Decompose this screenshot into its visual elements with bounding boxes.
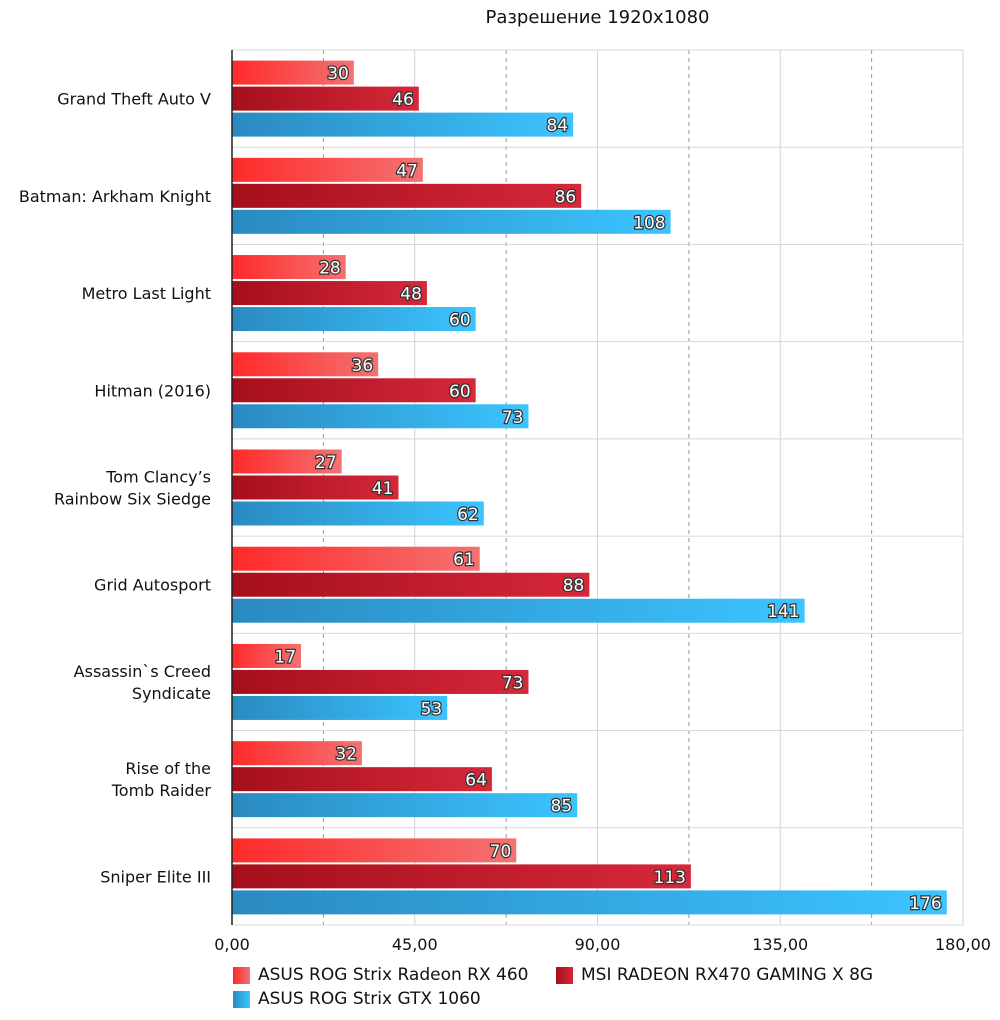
bar — [232, 352, 379, 377]
bar — [232, 449, 342, 474]
bar — [232, 281, 427, 306]
category-label: Tom Clancy’s — [105, 468, 211, 487]
category-label: Metro Last Light — [82, 284, 211, 303]
data-label: 48 — [400, 285, 422, 305]
data-label: 36 — [352, 356, 374, 376]
data-label: 62 — [457, 505, 479, 525]
bar — [232, 767, 492, 792]
data-label: 46 — [392, 90, 414, 110]
legend-swatch-rx470 — [556, 966, 573, 984]
legend-swatch-rx460 — [233, 966, 250, 984]
data-label: 60 — [449, 382, 471, 402]
legend-item-rx460: ASUS ROG Strix Radeon RX 460 — [233, 965, 528, 985]
x-tick-label: 90,00 — [575, 935, 621, 954]
data-label: 70 — [490, 842, 512, 862]
bar — [232, 112, 574, 137]
category-label: Batman: Arkham Knight — [19, 187, 211, 206]
bar — [232, 546, 480, 571]
data-label: 176 — [909, 894, 941, 914]
legend-label-rx470: MSI RADEON RX470 GAMING X 8G — [581, 965, 874, 985]
category-label: Tomb Raider — [111, 781, 212, 800]
data-label: 108 — [633, 213, 665, 233]
data-label: 17 — [274, 647, 296, 667]
legend: ASUS ROG Strix Radeon RX 460 MSI RADEON … — [233, 962, 973, 1016]
bar — [232, 378, 476, 403]
bar — [232, 741, 362, 766]
data-label: 53 — [421, 699, 443, 719]
legend-swatch-gtx1060 — [233, 990, 250, 1008]
category-label: Rainbow Six Siedge — [54, 490, 211, 509]
legend-label-rx460: ASUS ROG Strix Radeon RX 460 — [258, 965, 529, 985]
bar — [232, 86, 419, 111]
category-label: Grid Autosport — [94, 576, 211, 595]
bar — [232, 572, 590, 597]
bar — [232, 255, 346, 280]
x-tick-label: 0,00 — [214, 935, 250, 954]
x-tick-label: 45,00 — [392, 935, 438, 954]
bar — [232, 793, 578, 818]
category-label: Sniper Elite III — [100, 867, 211, 886]
data-label: 88 — [563, 576, 585, 596]
legend-label-gtx1060: ASUS ROG Strix GTX 1060 — [258, 989, 481, 1009]
bar — [232, 183, 582, 208]
data-label: 30 — [327, 64, 349, 84]
plot-area: 30 46 84 Grand Theft Auto V 47 86 108 Batman: A… — [19, 49, 991, 954]
data-label: 32 — [335, 745, 357, 765]
data-label: 61 — [453, 550, 475, 570]
legend-item-gtx1060: ASUS ROG Strix GTX 1060 — [233, 989, 481, 1009]
data-label: 86 — [555, 187, 577, 207]
data-label: 27 — [315, 453, 337, 473]
category-label: Syndicate — [132, 684, 211, 703]
data-label: 73 — [502, 673, 524, 693]
bar — [232, 890, 947, 915]
bar — [232, 864, 691, 889]
bar — [232, 307, 476, 332]
data-label: 64 — [465, 771, 487, 791]
data-label: 41 — [372, 479, 394, 499]
bar — [232, 404, 529, 429]
bar — [232, 669, 529, 694]
chart-title: Разрешение 1920x1080 — [485, 7, 710, 28]
bar — [232, 157, 423, 182]
category-label: Assassin`s Creed — [74, 662, 211, 681]
category-label: Grand Theft Auto V — [57, 90, 211, 109]
category-label: Rise of the — [125, 759, 211, 778]
data-label: 60 — [449, 311, 471, 331]
x-tick-label: 180,00 — [935, 935, 991, 954]
bar — [232, 838, 517, 863]
x-tick-label: 135,00 — [752, 935, 808, 954]
bar — [232, 475, 399, 500]
data-label: 47 — [396, 161, 418, 181]
data-label: 113 — [653, 868, 685, 888]
category-label: Hitman (2016) — [94, 381, 211, 400]
bar — [232, 643, 302, 668]
bar — [232, 501, 484, 526]
data-label: 28 — [319, 259, 341, 279]
bar — [232, 695, 448, 720]
bar — [232, 209, 671, 234]
data-label: 141 — [767, 602, 799, 622]
data-label: 85 — [551, 797, 573, 817]
bar — [232, 60, 354, 85]
data-label: 73 — [502, 408, 524, 428]
legend-item-rx470: MSI RADEON RX470 GAMING X 8G — [556, 965, 873, 985]
bar — [232, 598, 805, 623]
data-label: 84 — [546, 116, 568, 136]
